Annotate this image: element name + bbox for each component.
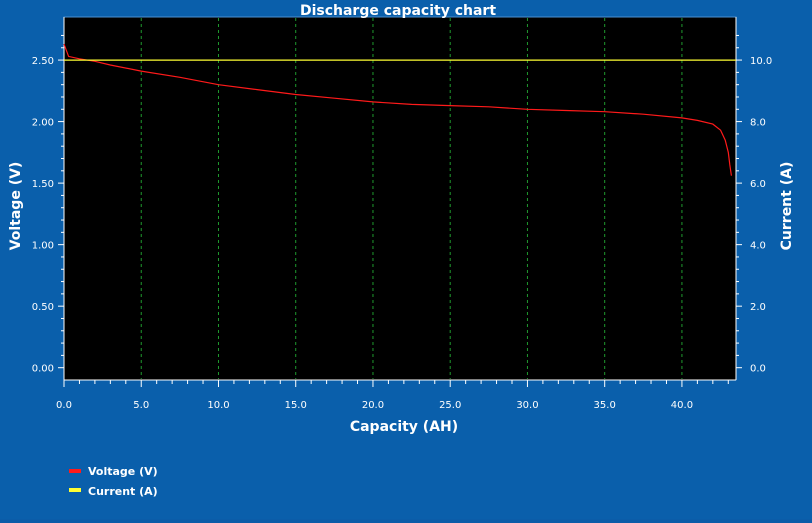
x-tick-label: 25.0 bbox=[439, 400, 461, 411]
chart-title: Discharge capacity chart bbox=[300, 3, 496, 19]
legend-label-voltage: Voltage (V) bbox=[88, 465, 158, 478]
y-tick-label: 1.50 bbox=[32, 179, 54, 190]
x-tick-label: 40.0 bbox=[671, 400, 693, 411]
series-layer bbox=[63, 43, 736, 176]
y-tick-label: 2.50 bbox=[32, 56, 54, 67]
y2-tick-label: 8.0 bbox=[750, 118, 766, 129]
x-tick-label: 15.0 bbox=[285, 400, 307, 411]
x-tick-label: 20.0 bbox=[362, 400, 384, 411]
legend-swatch-voltage bbox=[69, 469, 81, 473]
y2-tick-label: 0.0 bbox=[750, 364, 766, 375]
grid-layer bbox=[140, 18, 683, 379]
x-tick-label: 0.0 bbox=[56, 400, 72, 411]
y2-tick-label: 4.0 bbox=[750, 241, 766, 252]
legend-label-current: Current (A) bbox=[88, 485, 158, 498]
legend: Voltage (V) Current (A) bbox=[69, 465, 158, 498]
y2-tick-label: 2.0 bbox=[750, 302, 766, 313]
plot-area bbox=[63, 16, 737, 381]
y2-tick-label: 10.0 bbox=[750, 56, 772, 67]
legend-swatch-current bbox=[69, 488, 81, 492]
x-tick-label: 30.0 bbox=[516, 400, 538, 411]
x-tick-label: 35.0 bbox=[594, 400, 616, 411]
x-tick-label: 5.0 bbox=[133, 400, 149, 411]
y2-tick-label: 6.0 bbox=[750, 179, 766, 190]
y-axis-title: Voltage (V) bbox=[8, 162, 24, 251]
axis-layer: 0.0 5.0 10.0 15.0 20.0 25.0 30.0 35.0 40.0 0.00 0.… bbox=[32, 17, 772, 411]
y-tick-label: 2.00 bbox=[32, 118, 54, 129]
voltage-series-line bbox=[63, 43, 732, 176]
x-tick-label: 10.0 bbox=[207, 400, 229, 411]
x-axis-title: Capacity (AH) bbox=[350, 419, 458, 435]
y-tick-label: 0.00 bbox=[32, 364, 54, 375]
y-tick-label: 1.00 bbox=[32, 241, 54, 252]
y-tick-label: 0.50 bbox=[32, 302, 54, 313]
y2-axis-title: Current (A) bbox=[779, 162, 795, 251]
